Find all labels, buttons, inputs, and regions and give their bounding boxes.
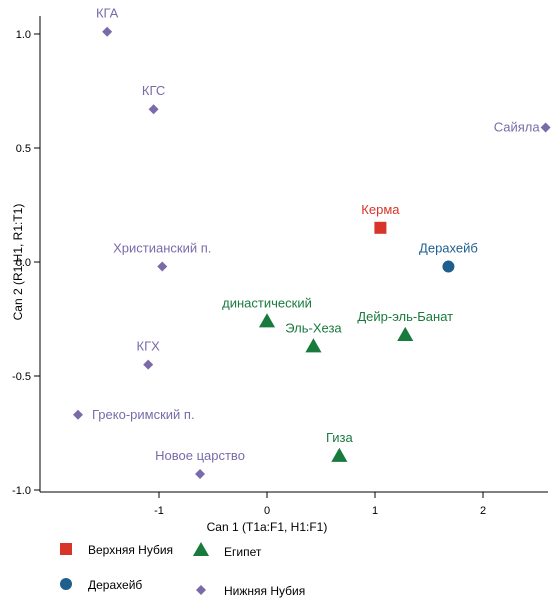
point-label: Дейр-эль-Банат bbox=[357, 309, 453, 324]
data-point: династический bbox=[222, 295, 312, 328]
data-point: КГС bbox=[142, 83, 165, 115]
y-ticks: -1.0 -0.5 0.0 0.5 1.0 bbox=[12, 29, 40, 497]
point-label: Керма bbox=[361, 202, 400, 217]
legend-triangle-marker bbox=[192, 541, 210, 557]
data-point: Сайяла bbox=[494, 119, 551, 134]
legend-label: Нижняя Нубия bbox=[224, 584, 305, 598]
y-tick-label: 0.0 bbox=[16, 257, 31, 269]
y-tick-label: 1.0 bbox=[16, 29, 31, 41]
triangle-marker bbox=[305, 338, 322, 353]
triangle-marker bbox=[258, 313, 276, 328]
data-point: Новое царство bbox=[155, 448, 245, 480]
diamond-marker bbox=[102, 26, 113, 37]
legend-label: Дерахейб bbox=[88, 578, 142, 592]
x-axis-label: Can 1 (T1a:F1, H1:F1) bbox=[207, 520, 328, 534]
data-point: Эль-Хеза bbox=[285, 320, 342, 353]
diamond-marker bbox=[195, 469, 206, 480]
point-label: Греко-римский п. bbox=[92, 407, 195, 422]
x-ticks: -1 0 1 2 bbox=[154, 492, 486, 517]
x-tick-label: 0 bbox=[264, 505, 270, 517]
data-point: Гиза bbox=[326, 430, 354, 462]
legend-circle-marker bbox=[60, 578, 72, 590]
diamond-marker bbox=[157, 261, 168, 272]
data-point: Керма bbox=[361, 202, 400, 234]
data-point: Греко-римский п. bbox=[73, 407, 195, 422]
diamond-marker bbox=[148, 104, 159, 115]
point-label: Сайяла bbox=[494, 119, 541, 134]
y-tick-label: -1.0 bbox=[12, 485, 31, 497]
point-label: КГХ bbox=[137, 339, 161, 354]
legend: Верхняя Нубия Египет Дерахейб Нижняя Нубия bbox=[60, 541, 305, 598]
y-tick-label: -0.5 bbox=[12, 371, 31, 383]
point-label: Христианский п. bbox=[113, 241, 211, 256]
diamond-marker bbox=[143, 359, 154, 370]
triangle-marker bbox=[331, 447, 348, 462]
legend-label: Египет bbox=[224, 545, 262, 559]
data-point: Христианский п. bbox=[113, 241, 211, 272]
square-marker bbox=[374, 221, 387, 234]
point-label: КГА bbox=[96, 6, 119, 21]
data-point: КГА bbox=[96, 6, 119, 37]
data-point: Дейр-эль-Банат bbox=[357, 309, 453, 341]
legend-label: Верхняя Нубия bbox=[88, 543, 173, 557]
data-point: Дерахейб bbox=[419, 241, 478, 273]
legend-square-marker bbox=[60, 543, 72, 555]
point-label: Дерахейб bbox=[419, 241, 478, 256]
x-tick-label: 1 bbox=[372, 505, 378, 517]
point-label: Эль-Хеза bbox=[285, 320, 342, 335]
x-tick-label: 2 bbox=[480, 505, 486, 517]
data-points: Керма династический Эль-Хеза Дейр-эль-Банат… bbox=[73, 6, 551, 480]
point-label: Новое царство bbox=[155, 448, 245, 463]
diamond-marker bbox=[540, 122, 551, 133]
point-label: КГС bbox=[142, 83, 165, 98]
circle-marker bbox=[442, 260, 455, 273]
y-axis-label: Can 2 (R1:H1, R1:T1) bbox=[11, 204, 25, 321]
triangle-marker bbox=[397, 326, 414, 341]
point-label: Гиза bbox=[326, 430, 354, 445]
legend-item: Нижняя Нубия bbox=[196, 584, 305, 598]
legend-diamond-marker bbox=[196, 585, 206, 595]
point-label: династический bbox=[222, 295, 312, 310]
axes: -1 0 1 2 -1.0 -0.5 0.0 0.5 1.0 Can 1 (T1a:F1, H… bbox=[11, 16, 548, 534]
x-tick-label: -1 bbox=[154, 505, 164, 517]
data-point: КГХ bbox=[137, 339, 161, 370]
y-tick-label: 0.5 bbox=[16, 143, 31, 155]
diamond-marker bbox=[73, 409, 83, 420]
legend-item: Верхняя Нубия bbox=[60, 543, 173, 557]
legend-item: Египет bbox=[192, 541, 262, 559]
legend-item: Дерахейб bbox=[60, 578, 142, 592]
